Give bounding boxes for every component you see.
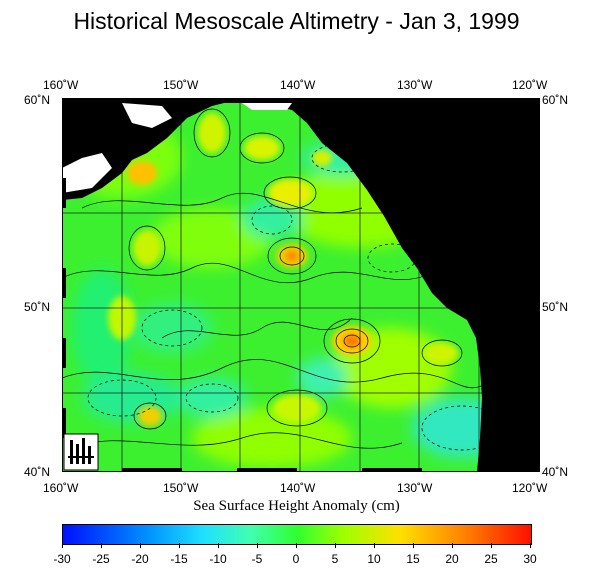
colorbar-tick-mark [257, 543, 258, 548]
colorbar [62, 524, 532, 545]
institution-logo [63, 433, 99, 471]
lat-label-left-50n: 50˚N [24, 300, 51, 314]
lon-label-bottom-130w: 130˚W [397, 481, 433, 495]
colorbar-tick-label: 25 [484, 552, 498, 566]
ssh-anomaly-map [61, 98, 540, 472]
colorbar-tick-mark [296, 543, 297, 548]
frame-ticks [62, 98, 540, 472]
ice-areas [62, 103, 292, 193]
lon-label-top-160w: 160˚W [43, 78, 79, 92]
lat-label-right-50n: 50˚N [542, 300, 569, 314]
colorbar-tick-label: 20 [445, 552, 459, 566]
contour-lines [61, 108, 493, 449]
colorbar-tick-label: -5 [251, 552, 263, 566]
colorbar-tick-label: -20 [131, 552, 149, 566]
colorbar-tick-mark [374, 543, 375, 548]
lon-label-top-140w: 140˚W [280, 78, 316, 92]
colorbar-tick-mark [452, 543, 453, 548]
map-panel [61, 98, 540, 472]
colorbar-tick-label: 5 [331, 552, 339, 566]
lat-label-right-60n: 60˚N [542, 93, 569, 107]
lat-label-left-40n: 40˚N [24, 465, 51, 479]
colorbar-tick-mark [140, 543, 141, 548]
top-frame-land [62, 98, 540, 103]
colorbar-tick-mark [179, 543, 180, 548]
lon-label-bottom-120w: 120˚W [512, 481, 548, 495]
lon-label-top-130w: 130˚W [397, 78, 433, 92]
land-masses [62, 98, 540, 472]
colorbar-tick-mark [530, 543, 531, 548]
colorbar-tick-mark [62, 543, 63, 548]
lon-label-bottom-140w: 140˚W [280, 481, 316, 495]
colorbar-tick-mark [335, 543, 336, 548]
lat-label-left-60n: 60˚N [24, 93, 51, 107]
colorbar-tick-mark [218, 543, 219, 548]
colorbar-tick-mark [413, 543, 414, 548]
lon-label-top-120w: 120˚W [512, 78, 548, 92]
colorbar-tick-label: 0 [292, 552, 300, 566]
colorbar-tick-label: 30 [523, 552, 537, 566]
lat-label-right-40n: 40˚N [542, 465, 569, 479]
lon-label-bottom-150w: 150˚W [163, 481, 199, 495]
colorbar-tick-label: -25 [92, 552, 110, 566]
colorbar-tick-mark [491, 543, 492, 548]
north-america-land [62, 98, 540, 472]
colorbar-tick-label: 10 [367, 552, 381, 566]
colorbar-tick-label: -15 [170, 552, 188, 566]
colorbar-tick-label: 15 [406, 552, 420, 566]
colorbar-tick-mark [101, 543, 102, 548]
lon-label-top-150w: 150˚W [163, 78, 199, 92]
map-frame [62, 98, 540, 472]
colorbar-label: Sea Surface Height Anomaly (cm) [193, 498, 400, 514]
map-title: Historical Mesoscale Altimetry - Jan 3, … [73, 8, 520, 34]
lon-label-bottom-160w: 160˚W [43, 481, 79, 495]
colorbar-tick-label: -30 [53, 552, 71, 566]
colorbar-tick-label: -10 [209, 552, 227, 566]
